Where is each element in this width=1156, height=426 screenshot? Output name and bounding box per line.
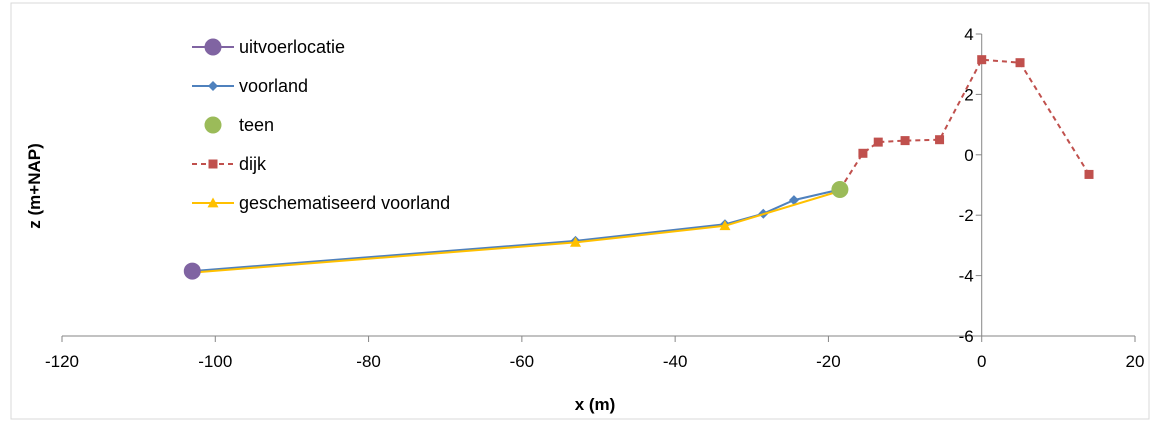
legend-item-voorland: voorland <box>192 76 308 96</box>
data-point-uitvoerlocatie <box>183 262 201 280</box>
data-point-dijk <box>873 137 883 147</box>
y-tick-label: -6 <box>959 327 974 346</box>
legend-label-teen: teen <box>239 115 274 135</box>
x-axis-title: x (m) <box>575 395 616 414</box>
series-dijk <box>839 55 1094 191</box>
data-point-dijk <box>935 135 945 145</box>
legend: uitvoerlocatie voorland teen dijk geschemati… <box>192 37 450 213</box>
legend-marker-geschematiseerd-voorland <box>207 197 219 208</box>
legend-marker-teen <box>204 116 222 134</box>
data-point-dijk <box>977 55 987 65</box>
legend-item-geschematiseerd-voorland: geschematiseerd voorland <box>192 193 450 213</box>
x-tick-label: -60 <box>510 352 535 371</box>
legend-marker-uitvoerlocatie <box>204 38 222 56</box>
data-point-geschematiseerd-voorland <box>719 220 731 231</box>
legend-item-teen: teen <box>204 115 274 135</box>
series-teen <box>831 181 849 199</box>
data-point-dijk <box>858 148 868 158</box>
series-layer <box>183 55 1094 280</box>
y-tick-label: 2 <box>964 85 973 104</box>
legend-label-geschematiseerd-voorland: geschematiseerd voorland <box>239 193 450 213</box>
series-line-dijk <box>839 58 1090 191</box>
y-tick-label: -2 <box>959 206 974 225</box>
y-axis-title: z (m+NAP) <box>25 143 44 228</box>
y-tick-label: 0 <box>964 146 973 165</box>
x-tick-label: -40 <box>663 352 688 371</box>
legend-label-uitvoerlocatie: uitvoerlocatie <box>239 37 345 57</box>
legend-marker-voorland <box>208 81 218 91</box>
x-tick-label: -20 <box>816 352 841 371</box>
legend-item-dijk: dijk <box>192 154 267 174</box>
x-tick-label: 20 <box>1126 352 1145 371</box>
series-line-geschematiseerd-voorland <box>192 190 841 274</box>
data-point-voorland <box>788 195 799 206</box>
legend-label-voorland: voorland <box>239 76 308 96</box>
data-point-dijk <box>900 136 910 146</box>
legend-item-uitvoerlocatie: uitvoerlocatie <box>192 37 345 57</box>
x-tick-label: -80 <box>356 352 381 371</box>
data-point-dijk <box>1084 169 1094 179</box>
x-tick-label: 0 <box>977 352 986 371</box>
legend-label-dijk: dijk <box>239 154 267 174</box>
data-point-teen <box>831 181 849 199</box>
data-point-dijk <box>1015 58 1025 68</box>
series-uitvoerlocatie <box>183 262 201 280</box>
y-tick-label: -4 <box>959 267 974 286</box>
x-tick-label: -120 <box>45 352 79 371</box>
x-tick-label: -100 <box>198 352 232 371</box>
legend-marker-dijk <box>208 159 218 169</box>
data-point-geschematiseerd-voorland <box>570 236 582 247</box>
y-tick-label: 4 <box>964 25 973 44</box>
chart-frame <box>10 2 1150 420</box>
